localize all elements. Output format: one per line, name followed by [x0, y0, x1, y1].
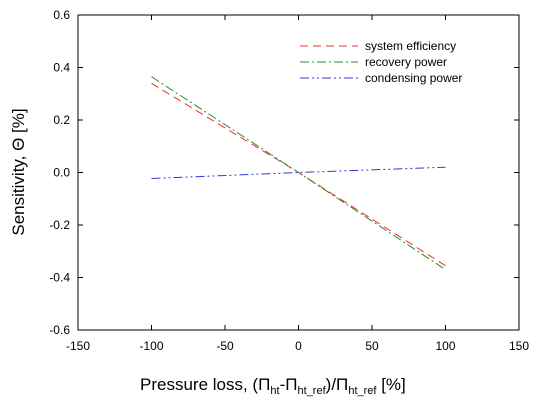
x-tick-label: -150: [66, 339, 90, 353]
x-tick-label: 100: [435, 339, 455, 353]
y-tick-label: -0.2: [49, 218, 70, 232]
tick-marks: [77, 14, 520, 331]
y-tick-label: 0.4: [53, 61, 70, 75]
y-tick-label: 0.6: [53, 8, 70, 22]
x-tick-label: -50: [216, 339, 234, 353]
y-tick-label: 0.2: [53, 113, 70, 127]
y-tick-label: 0.0: [53, 166, 70, 180]
tick-labels: -150 -100 -50 0 50 100 150 -0.6 -0.4 -0.2 0.0 0.2 0.…: [49, 8, 529, 353]
y-axis-title: Sensitivity, Θ [%]: [9, 108, 28, 235]
legend-label: condensing power: [365, 71, 462, 85]
legend-label: system efficiency: [365, 39, 456, 53]
x-tick-label: 50: [365, 339, 379, 353]
series-line-recovery-power: [151, 76, 446, 271]
x-tick-label: 0: [295, 339, 302, 353]
x-tick-label: -100: [139, 339, 163, 353]
series-line-system-efficiency: [151, 82, 446, 267]
x-tick-label: 150: [509, 339, 529, 353]
series-line-condensing-power: [151, 166, 446, 179]
x-axis-title: Pressure loss, (Πht-Πht_ref)/Πht_ref [%]: [140, 375, 406, 397]
y-tick-label: -0.4: [49, 271, 70, 285]
y-tick-label: -0.6: [49, 323, 70, 337]
legend-label: recovery power: [365, 55, 447, 69]
series-layer: [151, 76, 446, 271]
legend: system efficiency recovery power condensin…: [300, 39, 462, 85]
